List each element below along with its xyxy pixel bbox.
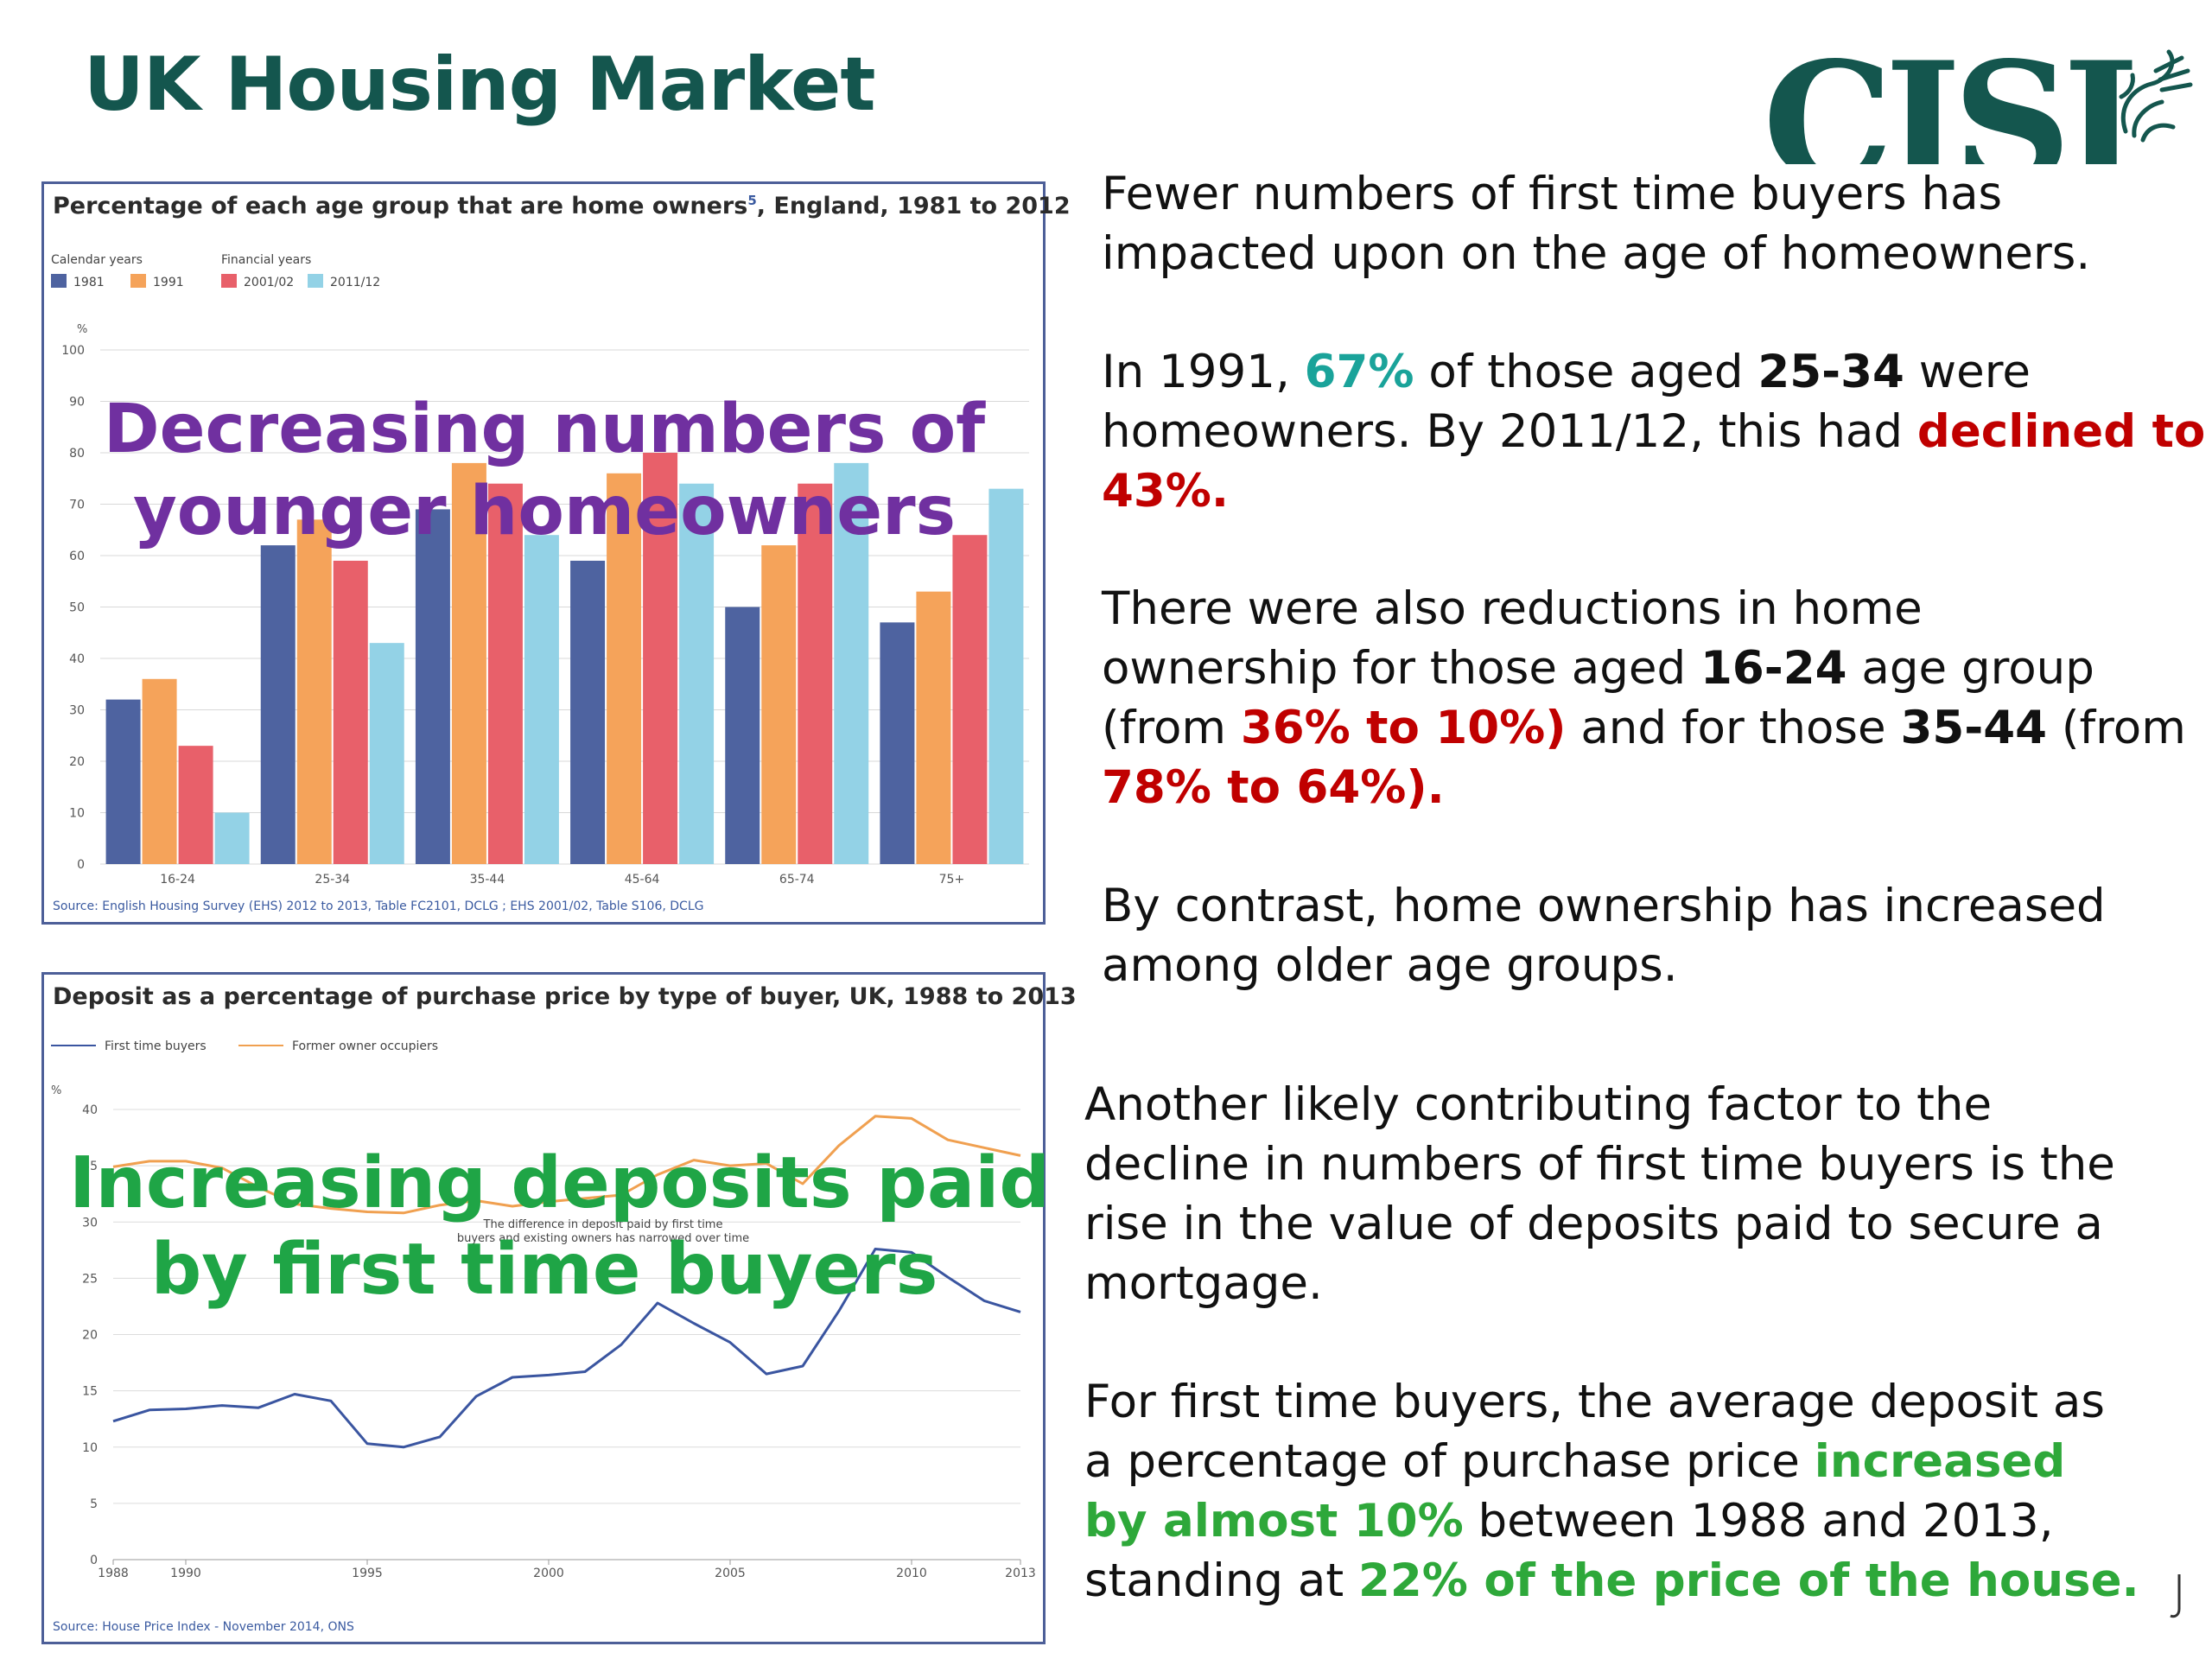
legend-label: 2011/12	[330, 276, 380, 289]
legend-swatch	[308, 274, 323, 288]
chart1-title: Percentage of each age group that are ho…	[53, 193, 1071, 219]
x-tick-label: 2013	[1005, 1567, 1036, 1580]
overlay-increasing-deposits: Increasing deposits paid by first time b…	[69, 1142, 1051, 1312]
legend-swatch	[130, 274, 146, 288]
paragraph-average-deposit: For first time buyers, the average depos…	[1084, 1376, 2139, 1607]
legend-swatch	[221, 274, 237, 288]
legend-label: 1981	[73, 276, 105, 289]
bar	[142, 678, 177, 864]
y-tick-label: 80	[69, 447, 85, 461]
bar	[607, 473, 642, 864]
cisi-logo: CISI	[1763, 35, 2195, 164]
x-tick-label: 1995	[352, 1567, 383, 1580]
paragraph-deposits-factor: Another likely contributing factor to th…	[1084, 1078, 2115, 1310]
chart1-title-footnote: 5	[747, 193, 757, 208]
logo-text: CISI	[1763, 35, 2139, 165]
y-tick-label: 40	[69, 652, 85, 666]
y-tick-label: 10	[82, 1441, 98, 1455]
y-tick-label: 5	[90, 1497, 98, 1511]
y-tick-label: 20	[69, 755, 85, 769]
bar	[369, 643, 404, 864]
y-tick-label: 15	[82, 1385, 98, 1399]
x-tick-label: 45-64	[625, 873, 660, 887]
y-tick-label: 50	[69, 601, 85, 615]
x-tick-label: 2010	[896, 1567, 927, 1580]
annotation-text: buyers and existing owners has narrowed …	[457, 1232, 749, 1245]
y-tick-label: 60	[69, 550, 85, 563]
bar	[333, 560, 368, 864]
bar	[988, 488, 1024, 864]
x-tick-label: 25-34	[315, 873, 350, 887]
y-tick-label: 30	[69, 704, 85, 718]
y-tick-label: 40	[82, 1103, 98, 1117]
legend-label: Former owner occupiers	[292, 1039, 438, 1053]
y-tick-label: 30	[82, 1216, 98, 1230]
legend-swatch	[51, 274, 67, 288]
x-tick-label: 1990	[170, 1567, 201, 1580]
bar	[570, 560, 606, 864]
bar	[451, 462, 486, 864]
chart2-title: Deposit as a percentage of purchase pric…	[53, 983, 1077, 1010]
y-tick-label: 0	[77, 858, 85, 872]
y-tick-label: 0	[90, 1554, 98, 1567]
y-tick-label: 25	[82, 1272, 98, 1286]
x-tick-label: 65-74	[779, 873, 815, 887]
paragraph-25-34: In 1991, 67% of those aged 25-34 were ho…	[1102, 346, 2206, 518]
series-line	[112, 1115, 1021, 1215]
corner-mark-icon	[2170, 1574, 2181, 1618]
bar	[916, 591, 951, 864]
x-tick-label: 2000	[533, 1567, 564, 1580]
legend-group-calendar: Calendar years	[51, 253, 143, 267]
y-tick-label: 70	[69, 499, 85, 512]
bar	[524, 535, 559, 864]
bar	[487, 483, 523, 864]
deposit-chart: Deposit as a percentage of purchase pric…	[41, 972, 1077, 1644]
bar	[761, 545, 797, 864]
legend-label: 2001/02	[244, 276, 294, 289]
x-tick-label: 35-44	[470, 873, 505, 887]
legend-label: First time buyers	[105, 1039, 207, 1053]
overlay-decreasing-homeowners: Decreasing numbers of younger homeowners	[103, 391, 986, 551]
bar	[260, 545, 296, 864]
y-tick-label: 35	[82, 1160, 98, 1173]
y-tick-label: 90	[69, 396, 85, 410]
line-chart-plot: First time buyers Former owner occupiers%…	[51, 1039, 1036, 1580]
y-unit-label: %	[77, 323, 87, 336]
y-tick-label: 10	[69, 807, 85, 821]
y-unit-label: %	[51, 1084, 61, 1097]
annotation-text: The difference in deposit paid by first …	[483, 1218, 723, 1231]
legend-group-financial: Financial years	[221, 253, 311, 267]
bar	[725, 607, 760, 864]
griffin-icon	[2119, 49, 2193, 143]
bar	[952, 535, 988, 864]
paragraph-older-groups: By contrast, home ownership has increase…	[1102, 880, 2106, 992]
chart2-source: Source: House Price Index - November 201…	[53, 1620, 354, 1634]
bar	[214, 812, 250, 864]
x-tick-label: 1988	[98, 1567, 129, 1580]
y-tick-label: 100	[61, 344, 85, 358]
x-tick-label: 2005	[715, 1567, 746, 1580]
series-line	[112, 1248, 1021, 1449]
bar	[643, 453, 678, 864]
y-tick-label: 20	[82, 1329, 98, 1343]
home-ownership-chart: Percentage of each age group that are ho…	[41, 181, 1071, 925]
bar	[178, 746, 213, 864]
bar	[415, 509, 450, 864]
x-tick-label: 16-24	[160, 873, 195, 887]
paragraph-first-time-buyers: Fewer numbers of first time buyers has i…	[1102, 168, 2091, 280]
slide-title: UK Housing Market	[84, 41, 875, 128]
bar	[834, 462, 869, 864]
chart1-source: Source: English Housing Survey (EHS) 201…	[53, 899, 704, 913]
bar	[880, 622, 915, 864]
legend-label: 1991	[153, 276, 184, 289]
bar	[296, 519, 332, 864]
x-tick-label: 75+	[939, 873, 965, 887]
bar	[798, 483, 833, 864]
bar	[679, 483, 715, 864]
paragraph-reductions: There were also reductions in home owner…	[1102, 582, 2186, 814]
bar	[105, 699, 141, 864]
